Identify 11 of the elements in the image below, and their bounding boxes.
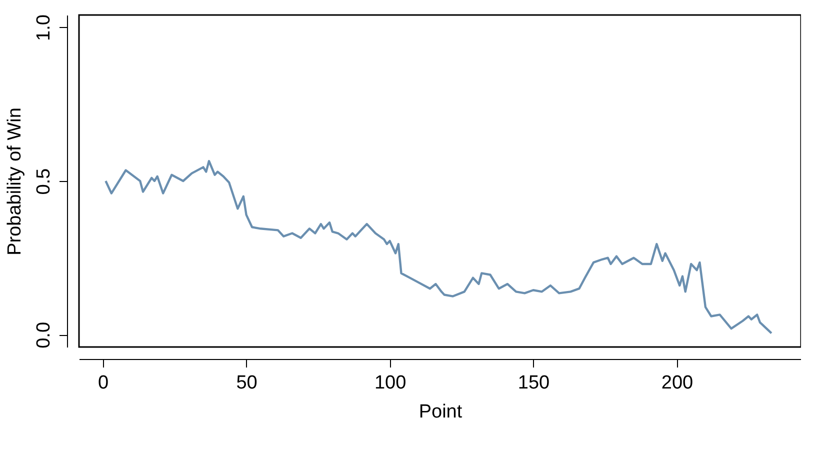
x-axis-title: Point — [418, 402, 463, 422]
x-tick-label: 200 — [661, 372, 694, 394]
y-tick-label: 0.5 — [34, 168, 54, 195]
x-tick-label: 150 — [518, 372, 550, 394]
y-tick-label: 1.0 — [34, 14, 54, 42]
x-tick-label: 50 — [236, 372, 258, 394]
line-series — [104, 160, 773, 334]
y-tick-label: 0.0 — [34, 322, 54, 348]
y-axis-title: Probability of Win — [4, 108, 26, 256]
x-tick-label: 100 — [374, 372, 406, 394]
x-tick-label: 0 — [98, 372, 109, 394]
